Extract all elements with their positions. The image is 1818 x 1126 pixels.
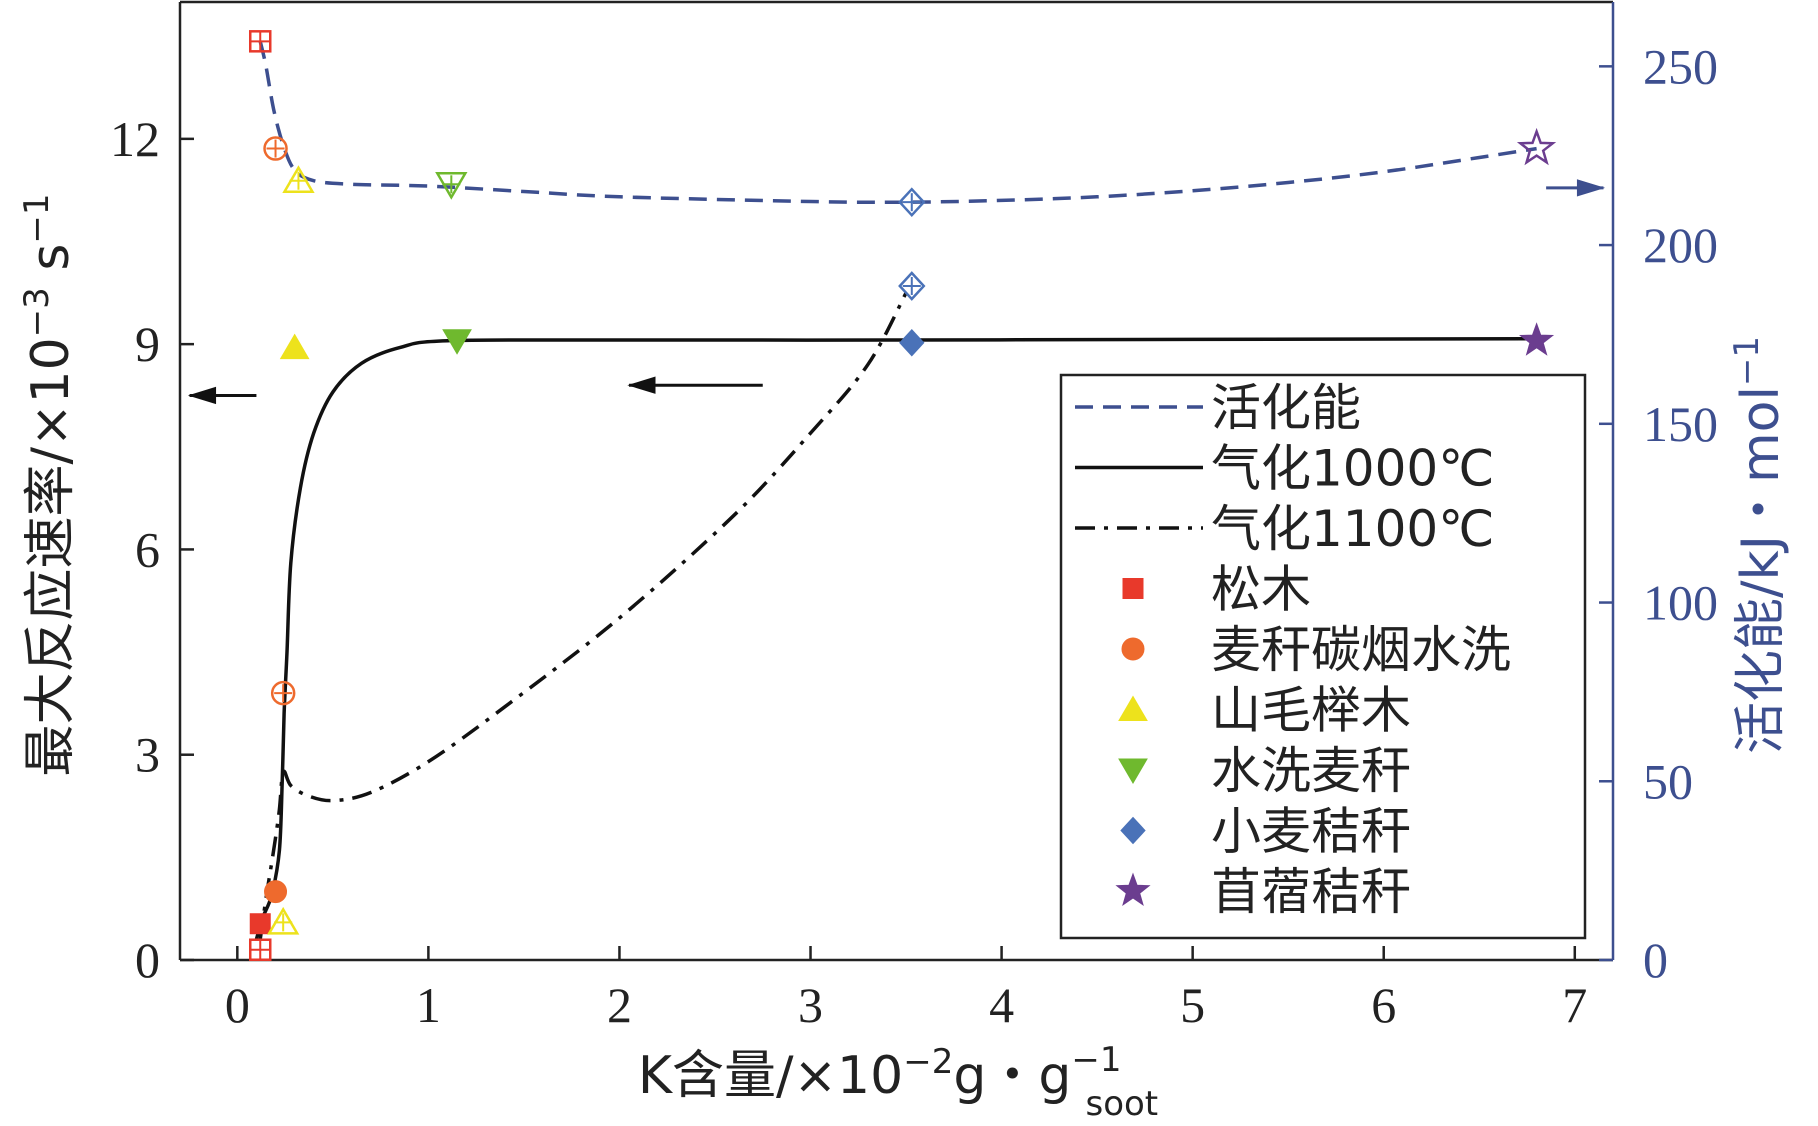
- y-left-title-exp: −3: [17, 287, 57, 337]
- y-left-tick-label: 12: [110, 111, 160, 167]
- x-tick-label: 4: [989, 977, 1014, 1033]
- x-axis-title-exp: −2: [903, 1042, 953, 1082]
- legend-label-6: 水洗麦秆: [1211, 742, 1411, 800]
- x-axis-title-sup: −1: [1071, 1040, 1121, 1080]
- curves-layer: [254, 40, 1537, 940]
- x-tick-label: 7: [1562, 977, 1587, 1033]
- x-tick-label: 2: [607, 977, 632, 1033]
- point-气化1000℃-5: [1519, 322, 1555, 356]
- markers-layer: [248, 30, 1557, 961]
- legend-label-2: 气化1100℃: [1211, 500, 1494, 558]
- x-axis-title-sub: soot: [1085, 1084, 1158, 1124]
- x-tick-label: 3: [798, 977, 823, 1033]
- y-left-axis-title: 最大反应速率/×10−3 s−1: [17, 193, 81, 776]
- curve-气化1000℃: [254, 336, 1537, 940]
- point-气化1100℃-0: [248, 938, 272, 961]
- legend-label-4: 麦秆碳烟水洗: [1211, 621, 1511, 679]
- point-气化1000℃-2: [279, 333, 310, 360]
- y-left-title-unit: s: [21, 244, 81, 288]
- legend: 活化能气化1000℃气化1100℃松木麦秆碳烟水洗山毛榉木水洗麦秆小麦秸秆苜蓿秸…: [1059, 373, 1587, 940]
- legend-label-8: 苜蓿秸秆: [1211, 863, 1411, 921]
- point-气化1000℃-3: [442, 329, 472, 355]
- y-right-title-exp: −1: [1727, 336, 1767, 386]
- arrow-left-axis-2-head: [627, 376, 656, 394]
- legend-label-7: 小麦秸秆: [1211, 803, 1411, 861]
- y-right-axis-title: 活化能/kJ・mol−1: [1727, 336, 1791, 754]
- point-活化能-0: [248, 30, 272, 53]
- legend-marker-4: [1121, 637, 1145, 661]
- point-气化1100℃-1: [270, 680, 296, 706]
- x-axis-title-main: K含量/×10: [638, 1046, 903, 1106]
- legend-label-3: 松木: [1211, 561, 1311, 619]
- legend-marker-5: [1118, 695, 1148, 721]
- x-tick-label: 6: [1371, 977, 1396, 1033]
- arrows-layer: [187, 179, 1606, 405]
- y-left-title-unit-exp: −1: [17, 193, 57, 243]
- legend-label-5: 山毛榉木: [1211, 682, 1411, 740]
- y-right-tick-label: 150: [1643, 396, 1718, 452]
- y-right-tick-label: 200: [1643, 217, 1718, 273]
- y-right-tick-label: 0: [1643, 932, 1668, 988]
- legend-marker-8: [1115, 872, 1151, 906]
- y-left-title-main: 最大反应速率/×10: [21, 337, 81, 776]
- point-气化1000℃-4: [899, 329, 925, 357]
- x-tick-label: 1: [416, 977, 441, 1033]
- curve-气化1100℃: [258, 291, 908, 940]
- y-right-tick-label: 50: [1643, 753, 1693, 809]
- legend-marker-3: [1122, 578, 1144, 599]
- arrow-right-axis-head: [1576, 179, 1606, 197]
- point-气化1000℃-1: [264, 880, 288, 904]
- y-left-tick-label: 3: [135, 727, 160, 783]
- legend-label-1: 气化1000℃: [1211, 440, 1494, 498]
- y-right-tick-label: 100: [1643, 575, 1718, 631]
- x-axis-title-mid: g・g: [953, 1046, 1071, 1106]
- point-活化能-5: [1516, 127, 1557, 166]
- y-right-title-main: 活化能/kJ・mol: [1731, 386, 1791, 754]
- legend-label-0: 活化能: [1211, 379, 1361, 437]
- x-axis-title: K含量/×10−2g・g−1 soot: [638, 1040, 1158, 1124]
- y-left-tick-label: 9: [135, 316, 160, 372]
- curve-活化能: [258, 40, 1537, 205]
- point-活化能-4: [898, 187, 926, 218]
- arrow-left-axis-1-head: [187, 386, 217, 405]
- point-气化1000℃-0: [249, 913, 271, 935]
- x-tick-label: 0: [225, 977, 250, 1033]
- y-left-tick-label: 0: [135, 932, 160, 988]
- y-left-tick-label: 6: [135, 521, 160, 577]
- point-气化1100℃-3: [898, 271, 926, 301]
- point-活化能-1: [263, 136, 288, 161]
- y-right-tick-label: 250: [1643, 38, 1718, 94]
- legend-marker-6: [1118, 758, 1148, 784]
- legend-marker-7: [1120, 816, 1146, 845]
- x-tick-label: 5: [1180, 977, 1205, 1033]
